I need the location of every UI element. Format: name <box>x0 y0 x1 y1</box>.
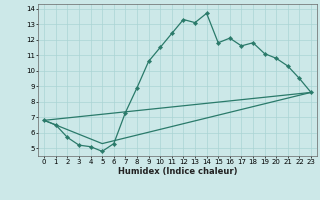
X-axis label: Humidex (Indice chaleur): Humidex (Indice chaleur) <box>118 167 237 176</box>
